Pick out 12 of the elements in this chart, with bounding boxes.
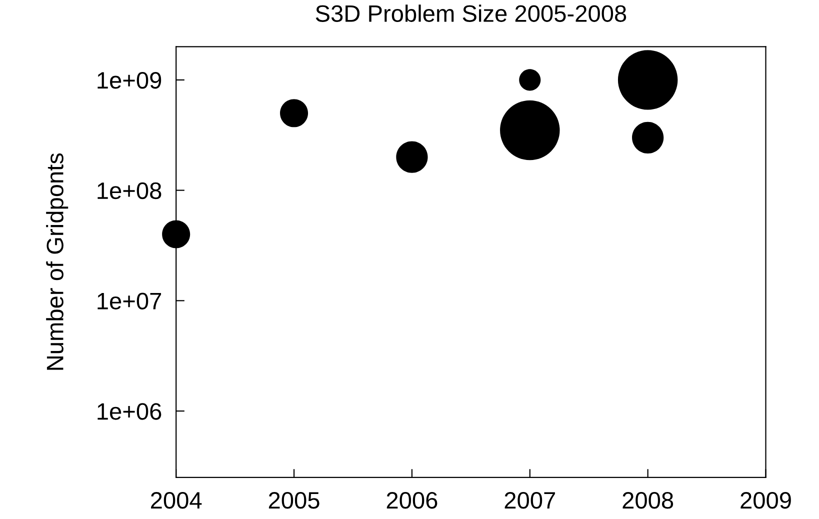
x-tick-label: 2007 <box>504 492 555 509</box>
y-tick-label: 1e+06 <box>98 403 162 420</box>
chart-title: S3D Problem Size 2005-2008 <box>316 4 626 22</box>
x-tick-label: 2006 <box>386 492 438 509</box>
y-tick-label: 1e+09 <box>98 72 162 89</box>
y-axis-title: Number of Gridponts <box>46 153 68 370</box>
x-tick-label: 2004 <box>151 492 202 509</box>
x-tick-label: 2005 <box>268 492 320 509</box>
x-tick-label: 2008 <box>622 492 674 509</box>
y-tick-label: 1e+07 <box>98 292 162 310</box>
y-tick-label: 1e+08 <box>98 182 162 200</box>
x-tick-label: 2009 <box>740 492 791 509</box>
